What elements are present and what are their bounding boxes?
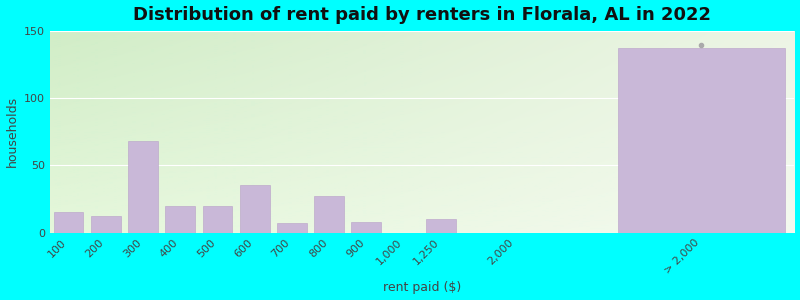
Y-axis label: households: households [6,96,18,167]
Bar [277,223,307,232]
Bar [351,222,382,232]
Bar [54,212,83,232]
Bar [426,219,456,232]
Bar [166,206,195,232]
Bar [128,141,158,232]
Title: Distribution of rent paid by renters in Florala, AL in 2022: Distribution of rent paid by renters in … [134,6,711,24]
Bar [618,48,785,232]
Bar [202,206,232,232]
Bar [314,196,344,232]
Bar [91,216,121,232]
Bar [240,185,270,232]
X-axis label: rent paid ($): rent paid ($) [383,281,462,294]
